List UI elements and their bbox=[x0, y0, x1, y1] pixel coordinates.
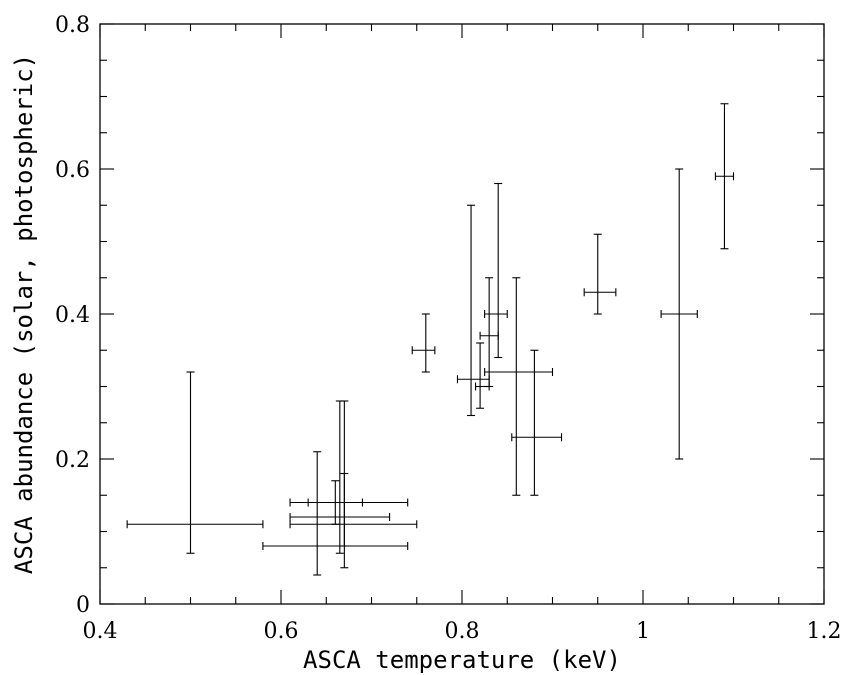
y-tick-label: 0.4 bbox=[55, 303, 90, 328]
data-point bbox=[475, 342, 490, 409]
x-tick-label: 0.4 bbox=[83, 619, 118, 644]
axis-ticks bbox=[99, 23, 825, 605]
y-tick-label: 0.8 bbox=[55, 13, 90, 38]
data-point bbox=[484, 182, 508, 359]
data-point bbox=[484, 277, 554, 496]
data-point bbox=[714, 103, 735, 250]
data-point bbox=[411, 313, 436, 373]
y-tick-label: 0.6 bbox=[55, 158, 90, 183]
x-axis-title: ASCA temperature (keV) bbox=[303, 646, 621, 674]
data-point bbox=[126, 371, 264, 554]
y-axis-title: ASCA abundance (solar, photospheric) bbox=[10, 54, 38, 574]
y-tick-label: 0.2 bbox=[55, 448, 90, 473]
data-point bbox=[583, 233, 617, 315]
x-tick-label: 1 bbox=[636, 619, 650, 644]
data-point bbox=[660, 168, 698, 460]
data-point bbox=[511, 349, 563, 496]
y-tick-label: 0 bbox=[76, 593, 90, 618]
plot-frame bbox=[99, 23, 825, 605]
x-tick-label: 0.6 bbox=[264, 619, 299, 644]
x-tick-label: 1.2 bbox=[807, 619, 842, 644]
data-points bbox=[126, 103, 735, 576]
data-point bbox=[479, 277, 499, 388]
data-point bbox=[289, 400, 391, 554]
data-point bbox=[262, 451, 409, 576]
data-point bbox=[289, 472, 418, 569]
tick-labels: 0.4 0.6 0.8 1 1.2 0 0.2 0.4 0.6 0.8 bbox=[55, 13, 842, 644]
x-tick-label: 0.8 bbox=[445, 619, 480, 644]
